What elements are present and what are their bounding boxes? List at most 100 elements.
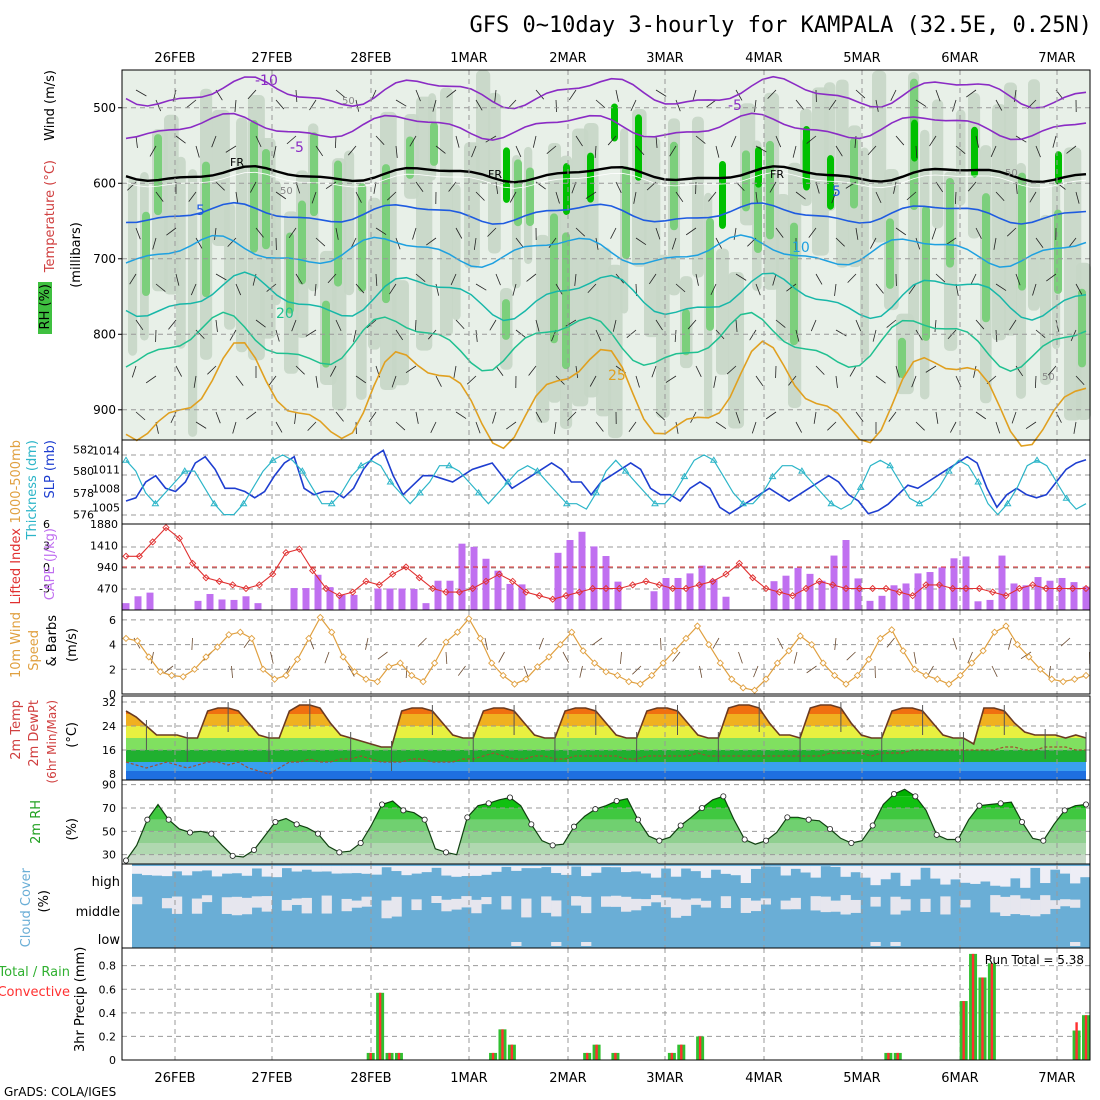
wind-barb-10m — [712, 637, 720, 649]
cloud-high-gap — [481, 866, 492, 875]
thickness-marker — [856, 483, 865, 490]
wind-barb — [135, 135, 138, 148]
lifted-index-marker — [989, 588, 997, 596]
cape-bar — [194, 600, 202, 610]
cloud-high-gap — [311, 866, 322, 872]
cloud-row-label: low — [98, 933, 121, 948]
cape-bar — [122, 603, 130, 610]
wind-barb — [1068, 237, 1077, 248]
wind-barb — [395, 329, 404, 341]
rh-band-mid — [358, 183, 366, 292]
wind-barb — [430, 421, 437, 433]
cloud-high-gap — [990, 866, 1001, 886]
cloud-high-gap — [291, 866, 302, 872]
wind-barb-10m — [231, 665, 233, 678]
contour-label-5: 5 — [196, 203, 205, 219]
wind-barb-10m — [562, 651, 569, 663]
rh-axis-label: RH (%) — [38, 284, 53, 329]
wind-barb — [391, 375, 397, 388]
lifted-index-marker — [802, 584, 810, 593]
wind-barb — [546, 145, 557, 155]
wind-barb-10m — [150, 651, 154, 664]
wind-barb — [145, 375, 157, 384]
dewpoint-axis-label: 2m DewPt — [27, 700, 42, 767]
precip-convective-bar — [887, 1052, 890, 1060]
temp-contour-minus5 — [125, 112, 1087, 141]
rh-2m-marker — [506, 794, 513, 801]
footer-credit: GrADS: COLA/IGES — [4, 1085, 116, 1099]
wind-barb — [415, 89, 421, 102]
day-label-bottom: 5MAR — [843, 1071, 880, 1086]
lifted-index-marker — [789, 592, 797, 600]
wind-barb — [755, 191, 758, 204]
precip-convective-bar — [501, 1029, 504, 1060]
cloud-high-gap — [221, 866, 233, 874]
cloud-high-gap — [471, 866, 482, 876]
lifted-index-marker — [909, 592, 917, 600]
cape-bar — [1070, 582, 1078, 610]
day-label-top: 26FEB — [154, 51, 195, 66]
rh-2m-marker — [464, 814, 471, 821]
cloud-high-gap — [601, 866, 612, 868]
wind-barb — [211, 135, 217, 148]
cloud-middle-gap — [1060, 899, 1071, 907]
wind-speed-marker — [819, 659, 827, 667]
lifted-index-marker — [1082, 584, 1090, 593]
rh-band-light — [368, 197, 381, 350]
wind-speed-marker — [990, 628, 999, 636]
thickness-marker — [680, 472, 689, 480]
wind-barb — [795, 329, 800, 342]
wind-speed-marker — [1013, 640, 1022, 649]
wind-barb — [565, 319, 577, 327]
cloud-high-gap — [890, 866, 901, 873]
rh-2m-marker — [976, 802, 983, 809]
cloud-middle-gap — [601, 896, 612, 907]
wind-barb — [655, 135, 658, 148]
cloud-high-gap — [910, 866, 921, 880]
wind-barb — [795, 421, 802, 433]
cape-bar — [998, 555, 1006, 610]
cloud-middle-gap — [780, 900, 791, 910]
wind-barb — [195, 329, 205, 339]
cloud-middle-gap — [670, 898, 682, 918]
cloud-high-gap — [211, 866, 223, 877]
wind-barb — [831, 191, 837, 204]
rh-2m-marker — [571, 823, 578, 830]
lifted-index-marker — [949, 584, 957, 593]
lifted-index-marker — [442, 588, 450, 596]
wind-barb — [935, 273, 946, 283]
rh-2m-marker — [485, 800, 492, 807]
dewpoint-2m-line — [125, 746, 1086, 775]
rh-2m-marker — [805, 816, 812, 823]
cloud-middle-gap — [660, 897, 672, 908]
precip-convective-bar — [388, 1052, 391, 1060]
wind-barb — [935, 89, 941, 102]
temp-tick-label: 16 — [102, 744, 116, 757]
cloud-high-gap — [371, 866, 382, 875]
precip-convective-bar — [670, 1052, 674, 1060]
wind-barb — [1075, 283, 1083, 295]
wind-speed-marker — [430, 659, 439, 667]
wind-speed-marker — [202, 653, 210, 661]
rh-2m-marker — [933, 831, 940, 838]
cloud-high-gap — [980, 866, 991, 882]
wind-speed-marker — [636, 680, 644, 688]
contour-label-20: 20 — [276, 306, 294, 322]
day-label-bottom: 27FEB — [251, 1071, 292, 1086]
wind-barb — [875, 99, 879, 112]
rh-band-mid — [310, 132, 318, 217]
cape-bar — [494, 570, 502, 610]
temp-contour-10 — [125, 234, 1087, 268]
wind-speed-marker — [1048, 675, 1056, 683]
wind-barb-10m — [846, 651, 856, 661]
cloud-middle-gap — [1040, 895, 1051, 915]
wind-barb — [815, 273, 823, 285]
wind-barb — [835, 375, 838, 388]
cape-bar — [146, 592, 154, 610]
wind-barb — [1034, 375, 1037, 389]
cape-bar — [218, 599, 226, 610]
wind-speed-marker — [213, 643, 222, 651]
panel-frame — [121, 947, 1091, 1061]
thickness-marker — [1003, 499, 1012, 507]
wind-barb — [710, 283, 717, 296]
